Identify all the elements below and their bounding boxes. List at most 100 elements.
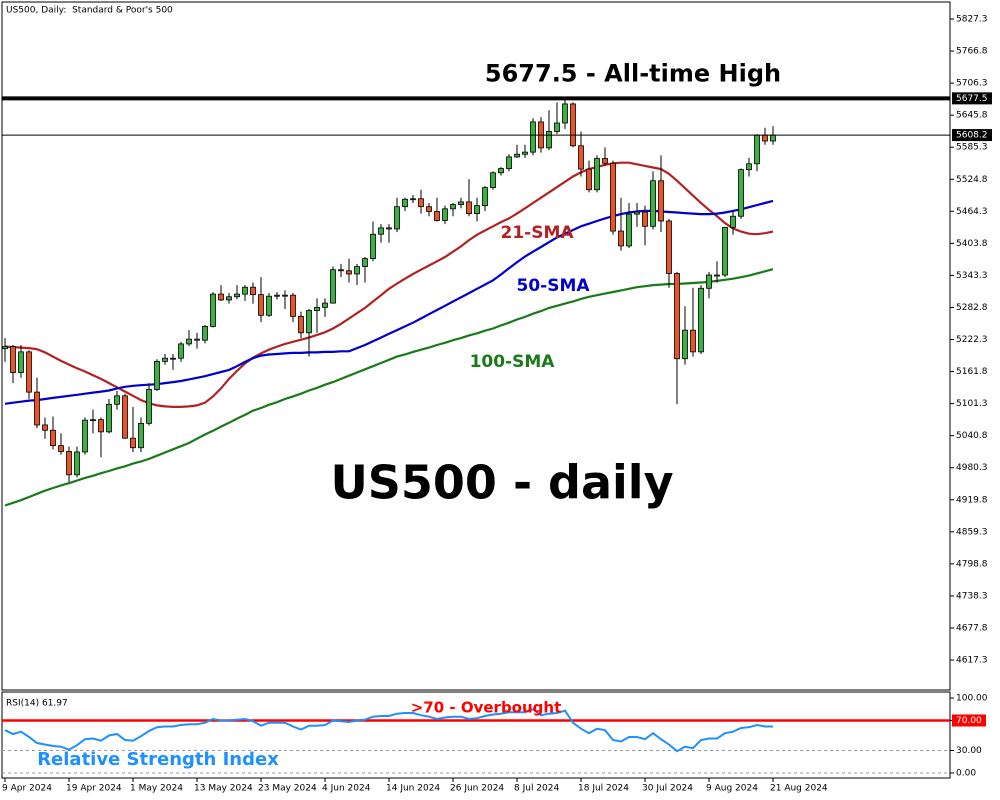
x-tick-label: 26 Jun 2024 xyxy=(450,784,504,794)
y-tick-label: 5403.8 xyxy=(956,239,988,249)
overbought-label: >70 - Overbought xyxy=(411,699,562,717)
y-tick-label: 5524.8 xyxy=(956,175,988,185)
sma-label: 21-SMA xyxy=(500,223,574,243)
ath-annotation: 5677.5 - All-time High xyxy=(485,59,781,87)
x-tick-label: 21 Aug 2024 xyxy=(770,784,828,794)
candle-body xyxy=(154,360,160,390)
candle-body xyxy=(498,168,504,174)
candle-body xyxy=(586,168,592,191)
y-tick-label: 5645.8 xyxy=(956,111,988,121)
candle-body xyxy=(26,351,32,393)
candle-body xyxy=(330,269,336,304)
candle-body xyxy=(626,213,632,247)
main-panel xyxy=(1,1,951,691)
candle-body xyxy=(114,395,120,405)
x-tick-label: 8 Jul 2024 xyxy=(514,784,559,794)
candle-body xyxy=(658,180,664,222)
price-box xyxy=(952,129,992,142)
candle-body xyxy=(266,295,272,316)
candle-body xyxy=(274,294,280,297)
y-tick-label: 100.00 xyxy=(956,693,988,703)
y-tick-label: 4919.8 xyxy=(956,495,988,505)
candle-body xyxy=(594,158,600,191)
candle-body xyxy=(506,156,512,169)
candle-body xyxy=(98,419,104,433)
candle-body xyxy=(370,233,376,260)
x-tick-label: 13 May 2024 xyxy=(194,784,253,794)
x-tick-label: 23 May 2024 xyxy=(258,784,317,794)
y-tick-label: 5464.3 xyxy=(956,207,988,217)
candle-body xyxy=(250,286,256,296)
sma-line xyxy=(4,161,774,408)
candle-body xyxy=(362,258,368,267)
candle-body xyxy=(202,326,208,341)
candle-body xyxy=(674,273,680,360)
rsi-line xyxy=(4,708,773,753)
candle-body xyxy=(66,451,72,476)
candle-body xyxy=(546,131,552,149)
candle-body xyxy=(522,151,528,155)
candle-body xyxy=(346,270,352,275)
candle-body xyxy=(386,227,392,230)
candle-body xyxy=(306,310,312,334)
candle-body xyxy=(706,274,712,289)
candle-body xyxy=(418,198,424,208)
candle-body xyxy=(426,206,432,212)
sma-label: 50-SMA xyxy=(516,276,590,296)
candle-body xyxy=(562,103,568,124)
rsi-title: RSI(14) 61.97 xyxy=(6,699,68,709)
candle-body xyxy=(146,389,152,424)
candle-body xyxy=(490,172,496,189)
candle-body xyxy=(402,198,408,208)
sma-line xyxy=(4,268,774,507)
y-tick-label: 5282.8 xyxy=(956,303,988,313)
candle-body xyxy=(698,287,704,353)
candle-body xyxy=(482,187,488,207)
y-tick-label: 5101.3 xyxy=(956,399,988,409)
y-tick-label: 4738.3 xyxy=(956,591,988,601)
candle-body xyxy=(2,346,8,350)
candle-body xyxy=(290,294,296,317)
candle-body xyxy=(258,294,264,316)
y-tick-label: 70.00 xyxy=(956,716,982,726)
candle-body xyxy=(410,198,416,201)
y-tick-label: 4798.8 xyxy=(956,559,988,569)
candle-body xyxy=(194,338,200,341)
y-tick-label: 5343.3 xyxy=(956,271,988,281)
watermark: US500 - daily xyxy=(330,456,673,510)
candle-body xyxy=(18,351,24,373)
candle-body xyxy=(602,158,608,164)
candle-body xyxy=(634,211,640,215)
y-tick-label: 5706.3 xyxy=(956,79,988,89)
candle-body xyxy=(450,204,456,210)
candle-body xyxy=(770,134,776,142)
candle-body xyxy=(722,226,728,276)
y-tick-label: 5585.3 xyxy=(956,143,988,153)
candle-body xyxy=(314,306,320,311)
candle-body xyxy=(226,296,232,301)
candle-body xyxy=(642,211,648,227)
candle-body xyxy=(754,134,760,165)
y-tick-label: 30.00 xyxy=(956,746,982,756)
candle-body xyxy=(466,201,472,214)
candle-body xyxy=(746,163,752,171)
candle-body xyxy=(762,134,768,142)
candle-body xyxy=(234,293,240,298)
candle-body xyxy=(714,274,720,277)
candle-body xyxy=(610,162,616,232)
candle-body xyxy=(578,145,584,170)
candle-body xyxy=(74,451,80,476)
sma-label: 100-SMA xyxy=(470,352,556,372)
candle-body xyxy=(474,205,480,214)
candle-body xyxy=(298,315,304,334)
rsi-annotation: Relative Strength Index xyxy=(37,749,279,770)
candle-body xyxy=(210,293,216,327)
candle-body xyxy=(530,121,536,153)
x-tick-label: 9 Apr 2024 xyxy=(2,784,52,794)
plot xyxy=(2,98,776,507)
candle-body xyxy=(730,215,736,228)
candle-body xyxy=(50,429,56,447)
candle-body xyxy=(666,220,672,274)
candle-body xyxy=(618,230,624,247)
